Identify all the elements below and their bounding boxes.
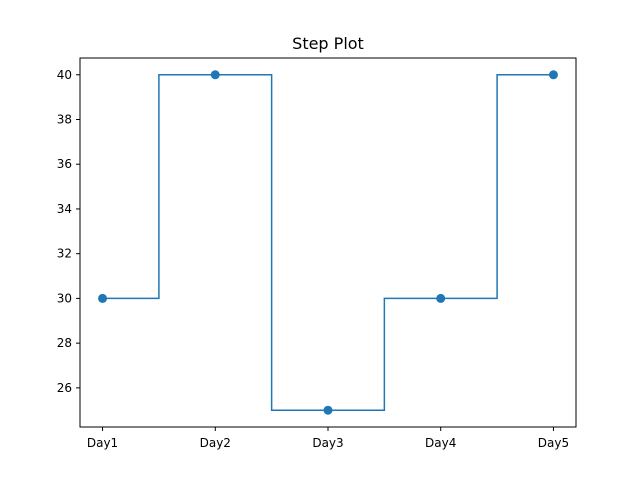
y-tick-label: 32 [57, 247, 72, 261]
y-tick-label: 40 [57, 68, 72, 82]
y-tick-label: 34 [57, 202, 72, 216]
y-tick-label: 36 [57, 157, 72, 171]
data-point [548, 70, 558, 80]
y-tick-label: 26 [57, 381, 72, 395]
series-layer [98, 70, 558, 415]
data-point [210, 70, 220, 80]
y-tick-label: 30 [57, 291, 72, 305]
data-point [323, 405, 333, 415]
x-axis: Day1 Day2 Day3 Day4 Day5 [87, 427, 569, 450]
y-tick-label: 28 [57, 336, 72, 350]
chart-title: Step Plot [292, 34, 364, 53]
x-tick-label: Day5 [538, 436, 569, 450]
x-tick-label: Day4 [425, 436, 456, 450]
x-tick-label: Day3 [312, 436, 343, 450]
y-axis: 26 28 30 32 34 36 38 40 [57, 68, 80, 395]
x-tick-label: Day1 [87, 436, 118, 450]
data-point [436, 293, 446, 303]
x-tick-label: Day2 [200, 436, 231, 450]
y-tick-label: 38 [57, 113, 72, 127]
data-point [98, 293, 108, 303]
